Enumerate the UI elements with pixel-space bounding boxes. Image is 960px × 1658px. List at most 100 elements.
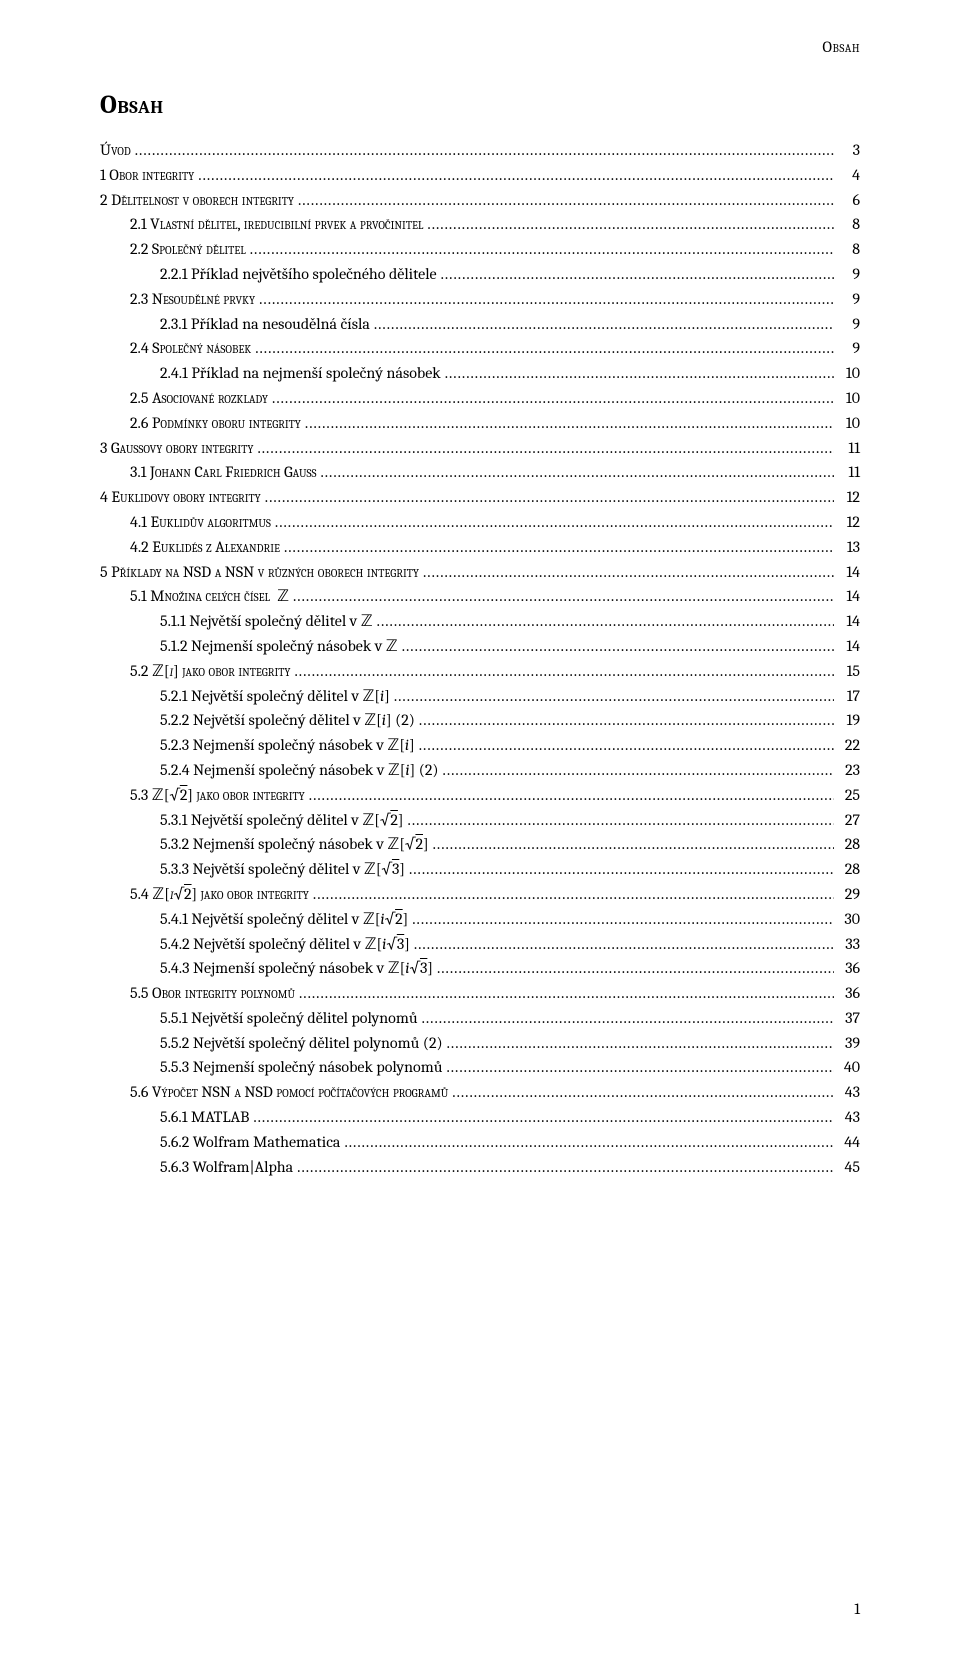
toc-leader-dots — [441, 262, 834, 287]
toc-entry: 5.4.3 Nejmenší společný násobek v ℤ[i√3]… — [100, 956, 860, 981]
toc-entry-page: 22 — [838, 733, 860, 758]
toc-leader-dots — [433, 832, 834, 857]
toc-entry-label: 2.5 Asociované rozklady — [130, 386, 268, 411]
toc-entry-label: 5.1 Množina celých čísel ℤ — [130, 584, 289, 609]
toc-entry-label: 2.4 Společný násobek — [130, 336, 251, 361]
toc-entry-label: 2.2.1 Příklad největšího společného děli… — [160, 262, 437, 287]
toc-entry: 2 Dělitelnost v oborech integrity6 — [100, 188, 860, 213]
toc-entry: 5.3 ℤ[√2] jako obor integrity25 — [100, 783, 860, 808]
toc-entry-page: 11 — [838, 460, 860, 485]
toc-entry: 5.2.2 Největší společný dělitel v ℤ[i] (… — [100, 708, 860, 733]
toc-entry-page: 14 — [838, 584, 860, 609]
toc-leader-dots — [250, 237, 834, 262]
toc-leader-dots — [437, 956, 834, 981]
toc-entry-page: 43 — [838, 1080, 860, 1105]
toc-entry-label: 1 Obor integrity — [100, 163, 194, 188]
toc-leader-dots — [265, 485, 834, 510]
toc-entry-page: 8 — [838, 237, 860, 262]
toc-entry-label: 5.6.2 Wolfram Mathematica — [160, 1130, 340, 1155]
toc-leader-dots — [299, 981, 834, 1006]
toc-entry-label: 2.2 Společný dělitel — [130, 237, 246, 262]
toc-entry: 5 Příklady na NSD a NSN v různých oborec… — [100, 560, 860, 585]
toc-entry-label: 5.5 Obor integrity polynomů — [130, 981, 295, 1006]
toc-entry-label: 5.2.2 Největší společný dělitel v ℤ[i] (… — [160, 708, 415, 733]
toc-entry-label: 3.1 Johann Carl Friedrich Gauss — [130, 460, 316, 485]
toc-entry-label: 4 Euklidovy obory integrity — [100, 485, 261, 510]
toc-entry: 5.5.3 Nejmenší společný násobek polynomů… — [100, 1055, 860, 1080]
toc-entry-page: 9 — [838, 312, 860, 337]
toc-leader-dots — [427, 212, 834, 237]
toc-entry-label: 5.1.1 Největší společný dělitel v ℤ — [160, 609, 373, 634]
toc-entry: 5.5 Obor integrity polynomů36 — [100, 981, 860, 1006]
toc-entry: 2.6 Podmínky oboru integrity10 — [100, 411, 860, 436]
toc-leader-dots — [419, 733, 834, 758]
toc-entry: 5.6.3 Wolfram|Alpha 45 — [100, 1155, 860, 1180]
toc-entry-page: 15 — [838, 659, 860, 684]
toc-entry-page: 29 — [838, 882, 860, 907]
toc-entry-label: 5 Příklady na NSD a NSN v různých oborec… — [100, 560, 419, 585]
toc-entry: Úvod 3 — [100, 138, 860, 163]
toc-leader-dots — [394, 684, 834, 709]
toc-entry: 2.5 Asociované rozklady 10 — [100, 386, 860, 411]
toc-entry: 4 Euklidovy obory integrity 12 — [100, 485, 860, 510]
toc-leader-dots — [259, 287, 834, 312]
toc-entry-page: 12 — [838, 485, 860, 510]
toc-leader-dots — [445, 361, 834, 386]
toc-entry: 2.2 Společný dělitel 8 — [100, 237, 860, 262]
toc-leader-dots — [309, 783, 834, 808]
toc-entry-page: 28 — [838, 857, 860, 882]
toc-entry-label: 5.3.2 Nejmenší společný násobek v ℤ[√2] — [160, 832, 429, 857]
toc-leader-dots — [272, 386, 834, 411]
toc-entry-page: 3 — [838, 138, 860, 163]
toc-entry-page: 37 — [838, 1006, 860, 1031]
toc-entry-label: 2.3.1 Příklad na nesoudělná čísla — [160, 312, 370, 337]
toc-entry-label: 2 Dělitelnost v oborech integrity — [100, 188, 294, 213]
toc-entry: 2.2.1 Příklad největšího společného děli… — [100, 262, 860, 287]
toc-entry: 1 Obor integrity 4 — [100, 163, 860, 188]
toc-leader-dots — [377, 609, 834, 634]
page: Obsah Obsah Úvod31 Obor integrity42 Děli… — [0, 0, 960, 1658]
toc-entry-label: 5.2.4 Nejmenší společný násobek v ℤ[i] (… — [160, 758, 439, 783]
toc-entry: 5.3.2 Nejmenší společný násobek v ℤ[√2] 2… — [100, 832, 860, 857]
toc-entry-page: 39 — [838, 1031, 860, 1056]
toc-leader-dots — [313, 882, 834, 907]
toc-leader-dots — [344, 1130, 834, 1155]
toc-entry-page: 17 — [838, 684, 860, 709]
toc-leader-dots — [293, 584, 834, 609]
toc-leader-dots — [414, 932, 834, 957]
toc-entry-label: 5.5.3 Nejmenší společný násobek polynomů — [160, 1055, 442, 1080]
toc-entry-label: 5.2 ℤ[i] jako obor integrity — [130, 659, 291, 684]
toc-entry-page: 14 — [838, 634, 860, 659]
toc-entry: 2.3.1 Příklad na nesoudělná čísla 9 — [100, 312, 860, 337]
toc-entry-page: 9 — [838, 287, 860, 312]
toc-entry: 4.1 Euklidův algoritmus12 — [100, 510, 860, 535]
toc-entry-label: 5.4.1 Největší společný dělitel v ℤ[i√2] — [160, 907, 408, 932]
toc-entry-label: 5.6.1 MATLAB — [160, 1105, 249, 1130]
toc-leader-dots — [412, 907, 834, 932]
toc-entry-label: 5.4.2 Největší společný dělitel v ℤ[i√3] — [160, 932, 410, 957]
toc-entry-label: 5.1.2 Nejmenší společný násobek v ℤ — [160, 634, 398, 659]
toc-entry-page: 25 — [838, 783, 860, 808]
toc-entry-label: 5.4 ℤ[i√2] jako obor integrity — [130, 882, 309, 907]
toc-entry-page: 45 — [838, 1155, 860, 1180]
toc-entry-label: 5.2.1 Největší společný dělitel v ℤ[i] — [160, 684, 390, 709]
toc-entry-label: Úvod — [100, 138, 131, 163]
toc-entry-label: 5.2.3 Nejmenší společný násobek v ℤ[i] — [160, 733, 415, 758]
toc-entry: 5.4 ℤ[i√2] jako obor integrity 29 — [100, 882, 860, 907]
toc-entry-page: 28 — [838, 832, 860, 857]
toc-entry-label: 5.6.3 Wolfram|Alpha — [160, 1155, 293, 1180]
toc-entry: 5.6.1 MATLAB43 — [100, 1105, 860, 1130]
toc-leader-dots — [257, 436, 834, 461]
toc-entry-page: 10 — [838, 386, 860, 411]
page-header: Obsah — [822, 38, 860, 56]
toc-entry-page: 19 — [838, 708, 860, 733]
toc-leader-dots — [423, 560, 834, 585]
toc-entry: 5.6.2 Wolfram Mathematica44 — [100, 1130, 860, 1155]
toc-entry-page: 30 — [838, 907, 860, 932]
toc-leader-dots — [297, 1155, 834, 1180]
toc-entry: 5.2 ℤ[i] jako obor integrity 15 — [100, 659, 860, 684]
toc-leader-dots — [409, 857, 834, 882]
toc-entry-page: 4 — [838, 163, 860, 188]
toc-entry: 5.4.1 Největší společný dělitel v ℤ[i√2]… — [100, 907, 860, 932]
toc-entry-page: 10 — [838, 361, 860, 386]
